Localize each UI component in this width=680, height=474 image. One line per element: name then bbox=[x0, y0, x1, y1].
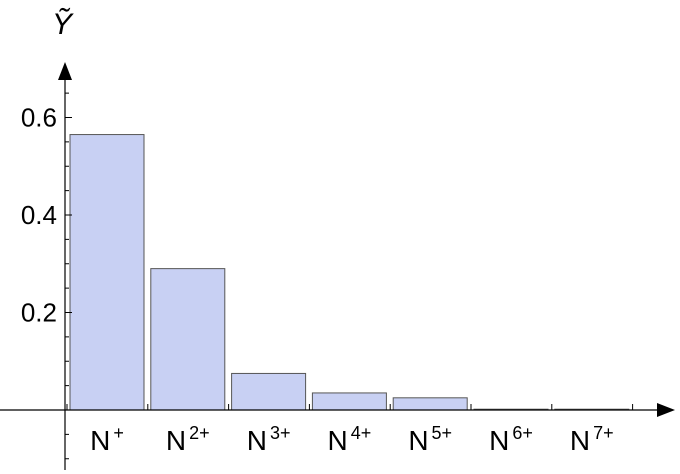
y-tick-label: 0.6 bbox=[21, 103, 57, 133]
x-axis-arrow-icon bbox=[657, 403, 675, 417]
bars-group bbox=[69, 134, 630, 411]
y-tick-label: 0.4 bbox=[21, 200, 57, 230]
x-tick-label: N 6+ bbox=[489, 423, 533, 456]
bar-3 bbox=[231, 372, 307, 411]
labels-group: 0.2 0.4 0.6 N + N 2+ N 3+ N 4+ N 5+ N 6+ N 7+ bbox=[21, 103, 614, 457]
bar-2 bbox=[150, 268, 226, 411]
x-tick-label: N 7+ bbox=[570, 423, 614, 456]
y-axis-label: Ỹ bbox=[52, 8, 73, 41]
x-tick-label: N 4+ bbox=[328, 423, 372, 456]
x-tick-label: N + bbox=[90, 423, 124, 456]
bar-5 bbox=[392, 397, 468, 411]
y-tick-label: 0.2 bbox=[21, 298, 57, 328]
x-tick-label: N 3+ bbox=[247, 423, 291, 456]
axes-group bbox=[0, 62, 675, 470]
x-tick-label: N 2+ bbox=[166, 423, 210, 456]
bar-4 bbox=[311, 392, 387, 411]
y-axis-arrow-icon bbox=[58, 62, 72, 80]
bar-1 bbox=[69, 134, 145, 411]
x-tick-label: N 5+ bbox=[408, 423, 452, 456]
